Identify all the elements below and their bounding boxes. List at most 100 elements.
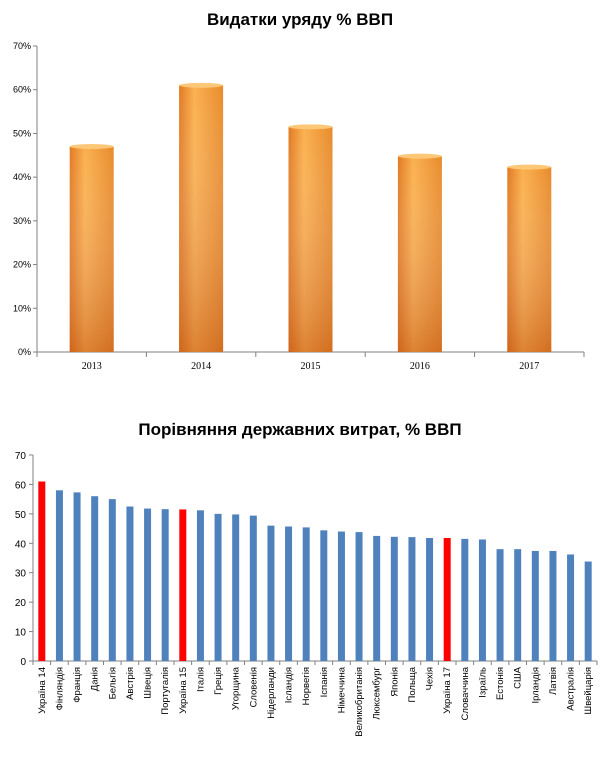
bar <box>73 492 81 661</box>
x-tick-label: Італія <box>195 667 206 692</box>
x-tick-label: Швейцарія <box>583 667 594 715</box>
y-tick-label: 30% <box>13 216 31 226</box>
bar <box>390 536 398 661</box>
y-tick-label: 30 <box>15 569 27 580</box>
x-tick-label: Австралія <box>566 667 577 711</box>
y-tick-label: 70% <box>13 41 31 51</box>
y-tick-label: 50% <box>13 128 31 138</box>
y-tick-label: 40 <box>15 539 27 550</box>
bar <box>408 537 416 661</box>
bar <box>161 509 169 661</box>
bar-top <box>69 144 114 150</box>
x-tick-label: Латвія <box>548 667 559 695</box>
x-tick-label: Іспанія <box>319 667 330 697</box>
bar-top <box>507 164 552 170</box>
x-tick-label: Франція <box>72 667 83 703</box>
x-tick-label: Німеччина <box>336 666 347 713</box>
chart-plot-area: 0 10 20 30 40 50 60 70 Україна 14 Фінляндія Франці… <box>15 451 598 737</box>
x-tick-label: 2013 <box>82 361 102 372</box>
y-tick-label: 70 <box>15 451 27 462</box>
y-tick-label: 40% <box>13 172 31 182</box>
x-tick-label: Естонія <box>495 667 506 700</box>
y-tick-label: 10 <box>15 628 27 639</box>
government-spending-chart: Видатки уряду % ВВП 0% 10% 20% 30% 40% 50% 60%… <box>13 10 585 372</box>
x-tick-label: Словаччина <box>460 666 471 720</box>
y-tick-label: 50 <box>15 510 27 521</box>
bar <box>179 82 224 352</box>
y-tick-label: 20 <box>15 598 27 609</box>
bar <box>249 515 257 661</box>
bar <box>69 144 114 352</box>
bar <box>288 124 333 352</box>
x-tick-label: 2014 <box>191 361 211 372</box>
x-tick-label: Польща <box>407 666 418 702</box>
bar <box>267 525 275 661</box>
bar <box>196 510 204 661</box>
bar <box>214 513 222 661</box>
bar <box>461 538 469 661</box>
bar <box>397 153 442 352</box>
x-tick-label: Бельгія <box>107 667 118 699</box>
bar <box>567 554 575 661</box>
x-tick-label: Угорщина <box>231 666 242 710</box>
bar <box>531 550 539 661</box>
y-tick-label: 60% <box>13 85 31 95</box>
bar-shade <box>288 126 333 352</box>
bar <box>126 506 134 661</box>
x-tick-label: Японія <box>389 667 400 697</box>
x-tick-label: США <box>513 666 524 689</box>
bar-top <box>397 153 442 159</box>
bar <box>91 496 99 661</box>
x-tick-label: 2015 <box>301 361 321 372</box>
bar <box>514 549 522 661</box>
bar <box>355 532 363 661</box>
bar <box>373 535 381 661</box>
y-tick-label: 10% <box>13 303 31 313</box>
chart-title: Видатки уряду % ВВП <box>206 10 394 29</box>
bar <box>232 514 240 661</box>
x-tick-label: Україна 14 <box>37 667 48 714</box>
bar <box>584 561 592 661</box>
bar-shade <box>397 156 442 352</box>
bar-shade <box>69 146 114 352</box>
bar <box>38 481 46 661</box>
bar <box>179 509 187 661</box>
bar <box>496 549 504 661</box>
bar <box>478 539 486 661</box>
x-tick-label: Словенія <box>248 667 259 708</box>
chart-title: Порівняння державних витрат, % ВВП <box>138 420 462 439</box>
y-tick-label: 20% <box>13 260 31 270</box>
bar <box>144 508 152 661</box>
x-tick-label: Чехія <box>425 667 436 690</box>
bar <box>285 526 293 661</box>
x-tick-label: Люксембург <box>372 666 383 719</box>
bar <box>426 537 434 661</box>
y-tick-label: 0 <box>20 657 26 668</box>
x-tick-label: Ізраїль <box>477 667 488 698</box>
bar <box>549 550 557 661</box>
x-tick-label: Ісландія <box>284 667 295 703</box>
bar <box>55 490 63 661</box>
bar <box>302 527 310 661</box>
x-tick-label: Португалія <box>160 667 171 715</box>
bar-shade <box>179 85 224 352</box>
x-tick-label: Великобританія <box>354 667 365 737</box>
x-tick-label: Швеція <box>143 667 154 699</box>
x-tick-label: Україна 17 <box>442 667 453 714</box>
x-tick-label: Данія <box>90 667 101 691</box>
x-tick-label: 2017 <box>519 361 539 372</box>
bar <box>320 530 328 661</box>
x-tick-label: Фінляндія <box>54 667 65 710</box>
x-tick-label: Ірландія <box>530 667 541 703</box>
y-tick-label: 0% <box>18 347 31 357</box>
x-tick-label: Україна 15 <box>178 667 189 714</box>
chart-plot-area: 0% 10% 20% 30% 40% 50% 60% 70% 2013 2014 2015 2016 2… <box>13 41 585 372</box>
x-tick-label: Австрія <box>125 667 136 700</box>
bar <box>108 499 116 661</box>
bar-top <box>288 124 333 130</box>
bar-shade <box>507 167 552 352</box>
bar <box>337 531 345 661</box>
x-tick-label: 2016 <box>410 361 430 372</box>
bar <box>443 537 451 661</box>
x-tick-label: Нідерланди <box>266 667 277 719</box>
